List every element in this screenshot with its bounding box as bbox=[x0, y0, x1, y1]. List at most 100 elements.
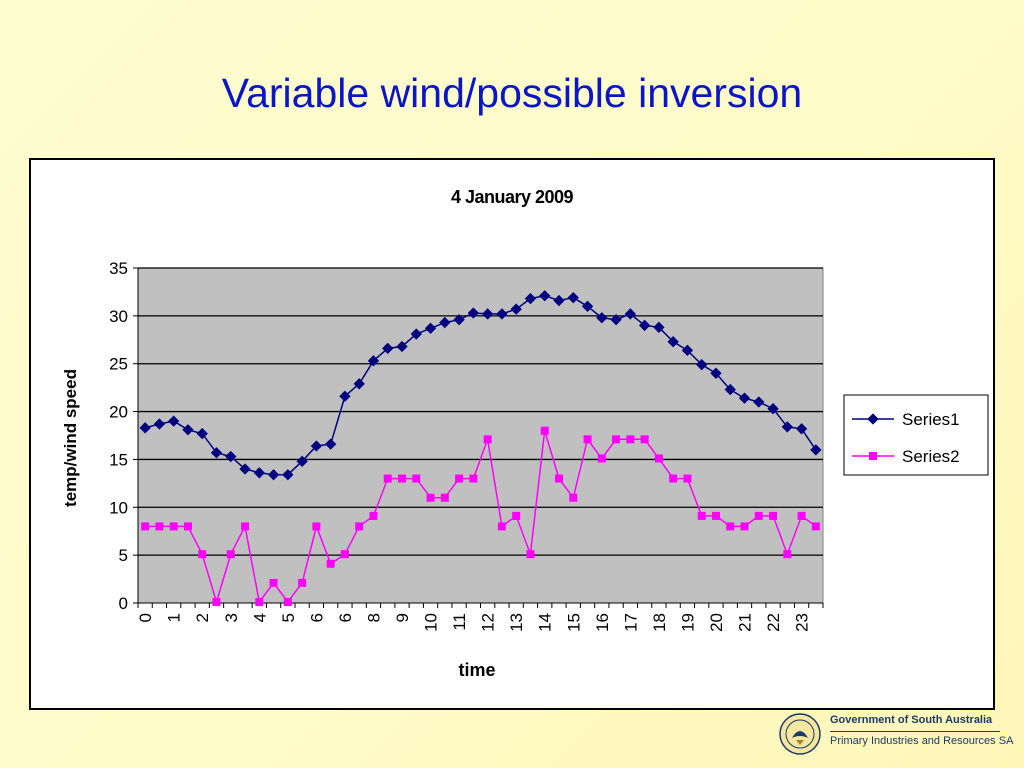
series2-point bbox=[440, 493, 449, 502]
plot-background bbox=[137, 267, 824, 604]
chart-frame: 4 January 2009 temp/wind speed time 0 5 10… bbox=[29, 158, 995, 710]
series1-point bbox=[724, 383, 736, 396]
x-tick-label: 1 bbox=[165, 613, 184, 622]
x-tick-label: 15 bbox=[564, 613, 583, 632]
series1-point bbox=[339, 390, 351, 402]
x-tick-label: 20 bbox=[707, 613, 726, 632]
series1-point bbox=[581, 300, 594, 312]
y-tick-label: 20 bbox=[109, 403, 128, 422]
series2-point bbox=[626, 435, 635, 444]
x-tick-label: 2 bbox=[193, 613, 212, 622]
series2-point bbox=[183, 522, 192, 531]
series2-point bbox=[312, 522, 321, 531]
series1-point bbox=[553, 294, 565, 307]
y-tick-label: 10 bbox=[109, 498, 128, 517]
series2-point bbox=[640, 435, 649, 444]
series1-point bbox=[353, 378, 365, 390]
x-tick-label: 12 bbox=[479, 613, 498, 632]
series1-point bbox=[210, 447, 223, 459]
series1-point bbox=[367, 355, 380, 367]
series2-point bbox=[426, 493, 435, 502]
series2-point bbox=[241, 522, 250, 531]
series2-point bbox=[569, 493, 578, 502]
y-tick-label: 15 bbox=[109, 450, 128, 469]
series2-point bbox=[512, 511, 521, 520]
series2-point bbox=[169, 522, 178, 531]
series2-point bbox=[326, 559, 335, 568]
series2-point bbox=[483, 435, 492, 444]
logo-divider bbox=[830, 731, 1000, 732]
series2-point bbox=[226, 550, 235, 559]
series2-point bbox=[711, 511, 720, 520]
slide-title: Variable wind/possible inversion bbox=[221, 70, 803, 116]
series1-point bbox=[667, 336, 679, 348]
series1-point bbox=[539, 290, 551, 302]
x-tick-label: 6 bbox=[336, 613, 355, 622]
series2-point bbox=[155, 522, 164, 531]
series2-point bbox=[811, 522, 820, 531]
series1-point bbox=[496, 308, 508, 320]
series2-point bbox=[340, 550, 349, 559]
series1-point bbox=[753, 396, 765, 408]
x-tick-label: 8 bbox=[364, 613, 383, 622]
series2-point bbox=[398, 474, 407, 483]
x-tick-label: 10 bbox=[422, 613, 441, 632]
department-name: Primary Industries and Resources SA bbox=[830, 735, 1014, 747]
series1-point bbox=[296, 455, 308, 467]
x-tick-label: 18 bbox=[650, 613, 669, 632]
series1-point bbox=[653, 321, 665, 333]
series1-point bbox=[139, 422, 151, 434]
series2-point bbox=[654, 454, 663, 463]
series2-point bbox=[141, 522, 150, 531]
series2-point bbox=[740, 522, 749, 531]
series1-point bbox=[467, 307, 480, 319]
series1-point bbox=[424, 322, 437, 334]
x-tick-label: 13 bbox=[507, 613, 526, 632]
series1-point bbox=[439, 316, 451, 329]
series2-point bbox=[255, 598, 264, 607]
x-tick-label: 0 bbox=[136, 613, 155, 622]
series2-point bbox=[369, 511, 378, 520]
x-tick-label: 16 bbox=[593, 613, 612, 632]
series2-point bbox=[783, 550, 792, 559]
chart-legend: Series1 Series2 bbox=[843, 394, 989, 476]
x-tick-label: 19 bbox=[678, 613, 697, 632]
legend-series2-label: Series2 bbox=[902, 447, 960, 466]
series1-point bbox=[767, 403, 779, 415]
x-tick-label: 21 bbox=[736, 613, 755, 632]
series1-point bbox=[738, 392, 751, 404]
series2-point bbox=[540, 426, 549, 435]
x-tick-label: 22 bbox=[764, 613, 783, 632]
government-name: Government of South Australia bbox=[830, 714, 993, 726]
state-seal-icon bbox=[779, 713, 821, 755]
series1-point bbox=[253, 467, 265, 479]
series1-point bbox=[310, 440, 323, 452]
series1-point bbox=[567, 292, 579, 304]
series2-point bbox=[754, 511, 763, 520]
series1-point bbox=[624, 308, 637, 320]
x-tick-label: 6 bbox=[307, 613, 326, 622]
series2-point bbox=[497, 522, 506, 531]
chart-title: 4 January 2009 bbox=[451, 187, 574, 207]
x-axis-label: time bbox=[458, 660, 495, 680]
series2-point bbox=[583, 435, 592, 444]
series1-point bbox=[453, 314, 465, 326]
series1-point bbox=[781, 421, 793, 433]
series2-point bbox=[283, 598, 292, 607]
series1-point bbox=[610, 314, 622, 326]
series1-point bbox=[524, 292, 537, 305]
series1-point bbox=[396, 340, 408, 353]
series1-point bbox=[182, 424, 194, 436]
x-tick-label: 4 bbox=[250, 613, 269, 622]
series1-point bbox=[810, 444, 822, 456]
series2-point bbox=[212, 598, 221, 607]
y-tick-label: 0 bbox=[119, 594, 128, 613]
series1-point bbox=[710, 367, 722, 379]
series2-point bbox=[769, 511, 778, 520]
legend-series1-marker bbox=[867, 413, 879, 425]
legend-series1-label: Series1 bbox=[902, 410, 960, 429]
legend-series2-marker bbox=[869, 452, 877, 460]
series2-point bbox=[355, 522, 364, 531]
x-tick-label: 11 bbox=[450, 613, 469, 631]
